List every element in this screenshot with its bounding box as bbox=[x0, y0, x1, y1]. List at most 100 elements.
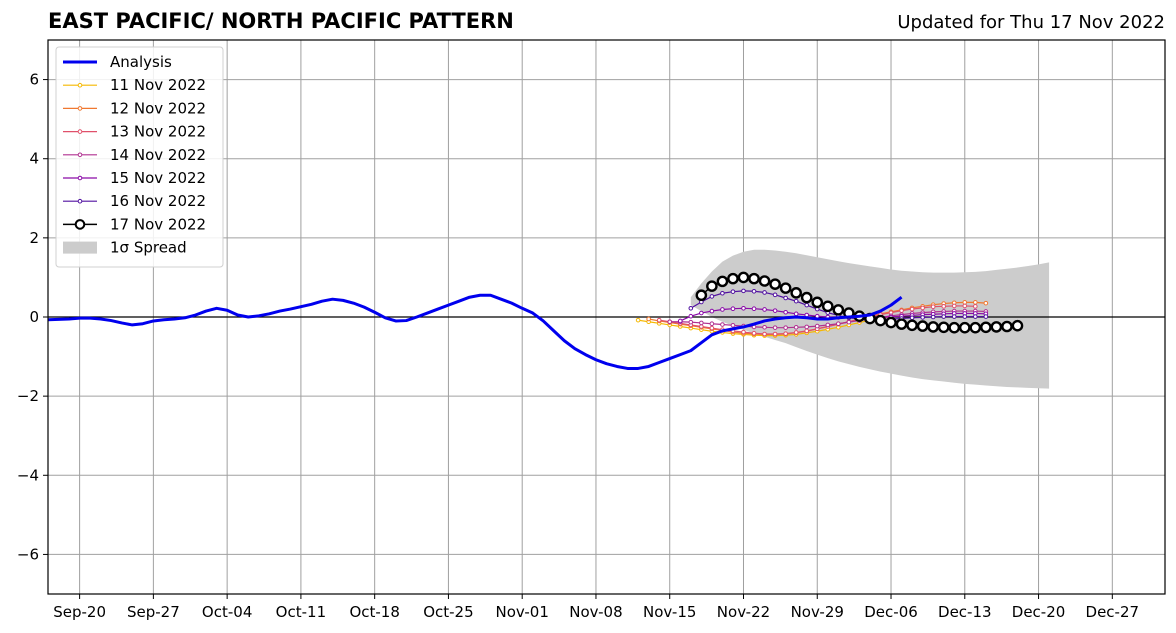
data-point bbox=[769, 278, 781, 290]
data-point bbox=[930, 314, 936, 320]
x-tick-label: Dec-13 bbox=[938, 603, 992, 621]
chart-subtitle: Updated for Thu 17 Nov 2022 bbox=[897, 12, 1165, 33]
y-tick-label: 2 bbox=[29, 229, 39, 247]
data-point bbox=[825, 322, 831, 328]
data-point bbox=[941, 314, 947, 319]
x-tick-label: Dec-06 bbox=[864, 603, 918, 621]
data-point bbox=[973, 314, 978, 319]
data-point bbox=[737, 271, 750, 284]
data-point bbox=[793, 324, 799, 330]
data-point bbox=[709, 294, 715, 299]
data-point bbox=[958, 321, 971, 334]
x-tick-label: Oct-18 bbox=[349, 603, 399, 621]
x-tick-label: Oct-04 bbox=[202, 603, 252, 621]
data-point bbox=[948, 321, 961, 334]
data-point bbox=[962, 314, 968, 319]
data-point bbox=[962, 300, 968, 305]
data-point bbox=[951, 314, 957, 319]
data-point bbox=[667, 319, 673, 325]
data-point bbox=[783, 309, 788, 315]
data-point bbox=[895, 318, 908, 330]
legend-item-17-nov-2022: 17 Nov 2022 bbox=[63, 215, 206, 233]
data-point bbox=[720, 322, 725, 327]
legend-item-14-nov-2022: 14 Nov 2022 bbox=[63, 146, 206, 164]
data-point bbox=[772, 292, 778, 298]
data-point bbox=[772, 308, 778, 313]
legend-label: 17 Nov 2022 bbox=[110, 215, 206, 233]
forecast-layer bbox=[635, 271, 1024, 338]
data-point bbox=[909, 306, 915, 312]
chart-title: EAST PACIFIC/ NORTH PACIFIC PATTERN bbox=[48, 9, 514, 33]
data-point bbox=[980, 321, 992, 334]
data-point bbox=[758, 275, 771, 287]
y-tick-label: 0 bbox=[29, 308, 39, 326]
data-point bbox=[804, 328, 810, 334]
data-point bbox=[762, 307, 767, 312]
data-point bbox=[804, 302, 810, 308]
analysis-layer bbox=[47, 293, 903, 370]
legend-item-11-nov-2022: 11 Nov 2022 bbox=[63, 76, 206, 94]
x-tick-label: Oct-25 bbox=[423, 603, 473, 621]
data-point bbox=[751, 288, 757, 294]
x-tick-label: Dec-27 bbox=[1086, 603, 1140, 621]
data-point bbox=[983, 314, 989, 319]
legend-marker bbox=[77, 129, 83, 134]
data-point bbox=[885, 316, 897, 329]
data-point bbox=[793, 298, 799, 304]
data-point bbox=[699, 324, 704, 329]
x-tick-label: Nov-01 bbox=[496, 603, 549, 621]
data-point bbox=[962, 303, 968, 309]
data-point bbox=[677, 318, 683, 324]
data-point bbox=[811, 296, 824, 309]
y-tick-label: 4 bbox=[29, 150, 39, 168]
data-point bbox=[635, 317, 641, 323]
x-tick-label: Dec-20 bbox=[1012, 603, 1066, 621]
legend-item-15-nov-2022: 15 Nov 2022 bbox=[63, 169, 206, 187]
legend: Analysis 11 Nov 2022 12 Nov 2022 13 Nov 202… bbox=[55, 46, 224, 268]
data-point bbox=[772, 331, 778, 337]
data-point bbox=[790, 287, 802, 299]
legend-label: 12 Nov 2022 bbox=[110, 99, 206, 117]
x-tick-label: Sep-27 bbox=[127, 603, 180, 621]
data-point bbox=[836, 321, 841, 327]
data-point bbox=[741, 305, 746, 311]
legend-marker bbox=[77, 106, 83, 111]
data-point bbox=[951, 303, 957, 309]
legend-label: 1σ Spread bbox=[110, 239, 187, 257]
data-point bbox=[730, 289, 736, 294]
data-point bbox=[941, 304, 947, 309]
x-tick-label: Nov-08 bbox=[569, 603, 622, 621]
data-point bbox=[730, 323, 736, 328]
data-point bbox=[899, 308, 904, 313]
data-point bbox=[906, 319, 918, 332]
legend-label: Analysis bbox=[110, 53, 172, 71]
data-point bbox=[937, 321, 950, 334]
data-point bbox=[800, 291, 813, 304]
legend-item-spread: 1σ Spread bbox=[63, 239, 187, 257]
data-point bbox=[762, 324, 767, 330]
data-point bbox=[706, 280, 718, 292]
data-point bbox=[730, 306, 736, 311]
data-point bbox=[783, 295, 788, 301]
data-point bbox=[920, 315, 925, 320]
data-point bbox=[762, 290, 767, 295]
legend-label: 14 Nov 2022 bbox=[110, 146, 206, 164]
x-tick-label: Nov-22 bbox=[717, 603, 770, 621]
data-point bbox=[916, 320, 929, 332]
data-point bbox=[927, 321, 939, 333]
legend-label: 15 Nov 2022 bbox=[110, 169, 206, 187]
data-point bbox=[656, 317, 662, 323]
y-tick-label: 6 bbox=[29, 71, 39, 89]
legend-marker bbox=[77, 175, 83, 181]
legend-label: 13 Nov 2022 bbox=[110, 123, 206, 141]
data-point bbox=[874, 314, 887, 327]
data-point bbox=[973, 300, 978, 305]
legend-marker bbox=[74, 219, 86, 230]
data-point bbox=[783, 331, 788, 336]
data-point bbox=[741, 288, 746, 294]
data-point bbox=[709, 321, 715, 327]
data-point bbox=[793, 330, 799, 335]
legend-item-analysis: Analysis bbox=[63, 53, 172, 71]
y-tick-label: −6 bbox=[17, 545, 39, 563]
